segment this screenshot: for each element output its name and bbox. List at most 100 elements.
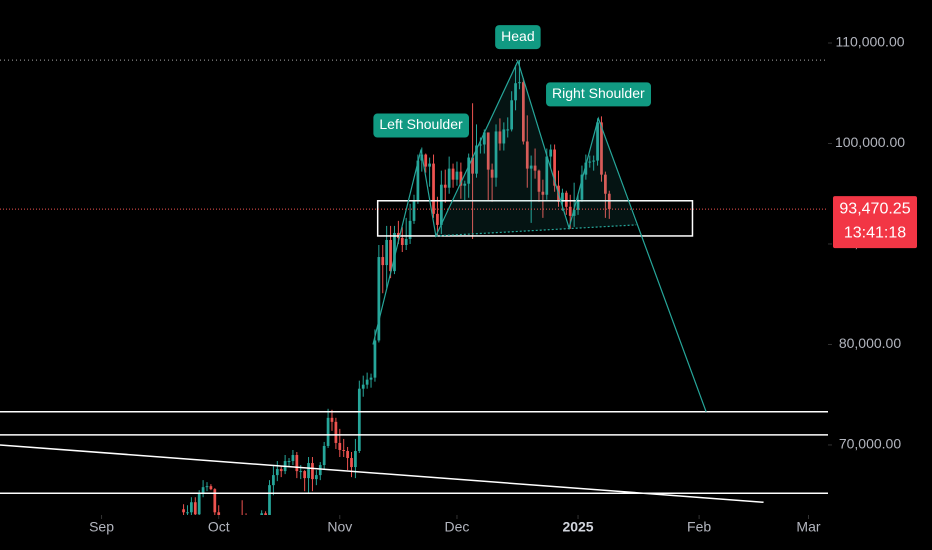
candle-body — [221, 537, 224, 539]
candle-body — [494, 131, 498, 178]
candle-body — [330, 417, 334, 422]
candle-body — [369, 377, 373, 380]
candle-body — [549, 149, 553, 157]
candle-body — [447, 168, 451, 188]
candle-body — [479, 144, 482, 146]
candle-body — [318, 465, 322, 476]
annotation-label: Left Shoulder — [379, 116, 463, 132]
candle-body — [533, 165, 537, 171]
candle-body — [334, 421, 338, 443]
candle-body — [592, 160, 596, 162]
candle-body — [268, 485, 271, 515]
pattern-shade — [421, 61, 637, 236]
candle-body — [249, 524, 252, 539]
candle-body — [596, 122, 599, 161]
candle-body — [412, 200, 416, 221]
candle-body — [357, 388, 361, 451]
candle-body — [303, 471, 307, 479]
candle-body — [373, 340, 377, 378]
candle-body — [233, 524, 236, 525]
candle-body — [385, 239, 389, 266]
candle-body — [205, 486, 209, 488]
candle-body — [541, 191, 545, 195]
annotation-label: Head — [501, 28, 534, 44]
candle-body — [568, 206, 572, 216]
candle-body — [342, 449, 346, 451]
candle-body — [338, 442, 342, 450]
candle-body — [186, 512, 189, 514]
candle-body — [518, 82, 521, 84]
y-tick-label: 110,000.00 — [835, 34, 904, 50]
candle-body — [588, 161, 592, 163]
candle-body — [361, 384, 365, 389]
annotation-box — [373, 113, 470, 138]
candle-body — [584, 162, 588, 175]
candle-body — [525, 141, 529, 169]
candle-body — [498, 131, 502, 144]
last-price-tag — [833, 196, 917, 249]
candle-body — [400, 237, 404, 245]
candle-body — [564, 192, 568, 207]
x-tick-label: 2025 — [562, 519, 593, 535]
candle-body — [182, 509, 185, 513]
zone-box — [376, 200, 694, 237]
candle-body — [459, 171, 463, 186]
candle-body — [408, 220, 412, 239]
candle-body — [389, 239, 392, 272]
candle-body — [521, 82, 525, 142]
annotation-label: Right Shoulder — [552, 85, 645, 101]
candle-body — [299, 471, 303, 473]
candle-body — [190, 502, 193, 513]
candle-body — [471, 157, 474, 174]
candle-body — [580, 174, 584, 200]
neckline — [435, 224, 637, 237]
candle-body — [295, 455, 299, 472]
candle-body — [365, 379, 369, 385]
candle-body — [245, 523, 248, 524]
candle-body — [576, 199, 580, 210]
candle-body — [451, 168, 455, 180]
candle-body — [307, 463, 310, 479]
candle-body — [314, 475, 318, 480]
x-tick-label: Nov — [327, 519, 352, 535]
candle-body — [256, 520, 259, 542]
candle-body — [416, 160, 420, 201]
candle-body — [600, 122, 603, 175]
candle-body — [291, 455, 295, 462]
candle-body — [350, 458, 353, 468]
candle-body — [537, 170, 541, 192]
candle-body — [201, 487, 205, 494]
candle-body — [561, 192, 564, 202]
candle-body — [272, 475, 275, 486]
candle-body — [529, 165, 533, 169]
x-tick-label: Feb — [687, 519, 711, 535]
candle-body — [237, 517, 240, 525]
candle-body — [354, 450, 357, 468]
plot-area — [0, 59, 828, 542]
y-tick-label: 100,000.00 — [835, 134, 905, 150]
candle-body — [287, 461, 291, 463]
candle-body — [311, 463, 314, 480]
candle-body — [455, 171, 459, 180]
candle-body — [443, 184, 447, 188]
countdown: 13:41:18 — [844, 224, 906, 241]
candle-body — [279, 469, 283, 472]
candle-body — [326, 417, 330, 446]
candle-body — [490, 169, 494, 178]
candle-body — [225, 538, 228, 539]
candle-body — [514, 83, 517, 101]
candle-body — [393, 232, 396, 272]
candle-body — [253, 539, 256, 542]
candle-body — [404, 238, 408, 245]
candle-body — [604, 174, 607, 194]
candle-body — [486, 132, 490, 170]
candle-body — [545, 156, 549, 195]
candle-body — [377, 257, 381, 341]
pattern-line — [372, 59, 707, 413]
candle-body — [381, 257, 385, 266]
candle-body — [322, 445, 326, 466]
candle-body — [510, 100, 514, 130]
annotation-box — [495, 25, 541, 50]
candle-body — [213, 489, 217, 513]
